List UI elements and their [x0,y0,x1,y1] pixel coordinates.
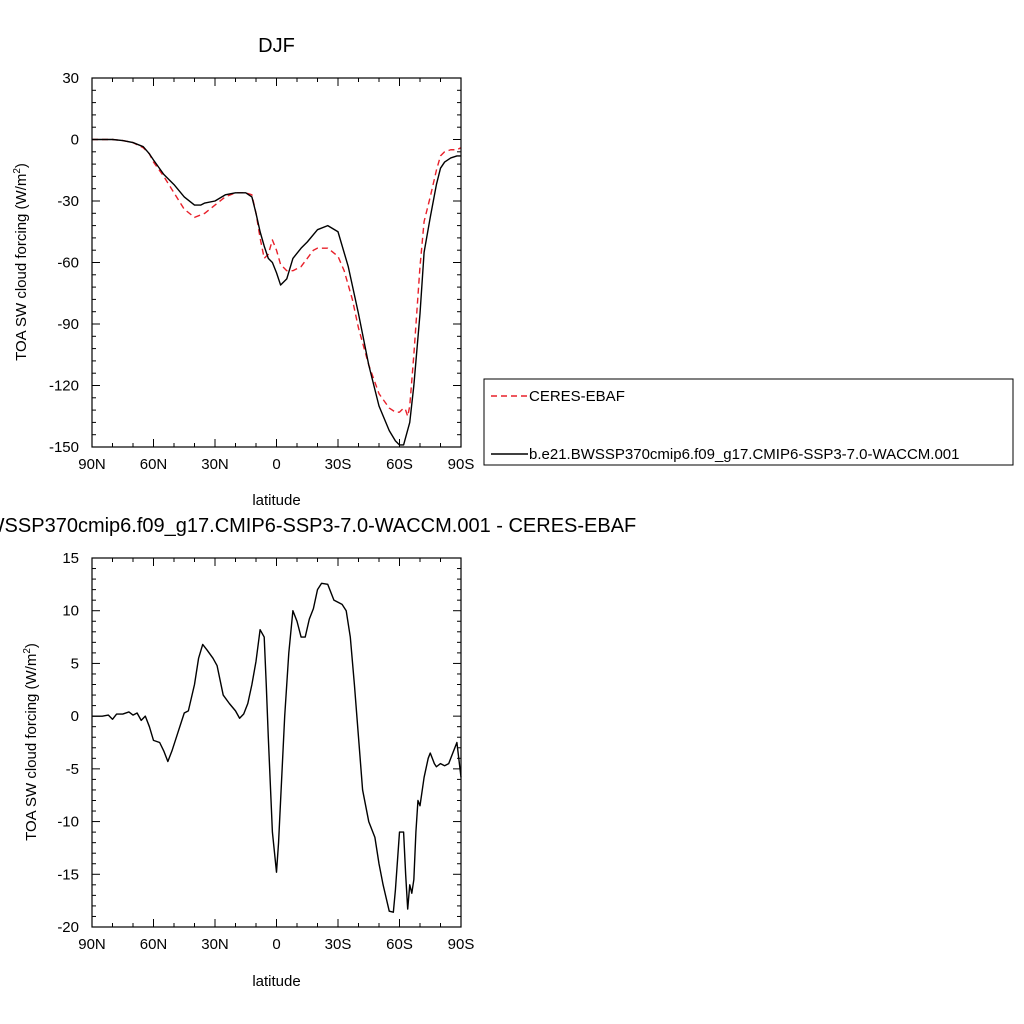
top-y-axis-label-main: TOA SW cloud forcing (W/m [13,174,30,361]
top-x-tick-label: 90S [448,456,475,473]
bottom-y-tick-label: 5 [71,655,79,672]
top-series-line-2 [92,138,461,446]
top-x-tick-label: 0 [272,456,280,473]
legend: CERES-EBAF b.e21.BWSSP370cmip6.f09_g17.C… [483,378,1014,466]
bottom-x-tick-label: 90N [78,936,106,953]
top-series-line-1 [92,138,462,417]
top-plot-area: 90N 60N 30N 0 30S 60S 90S 30 0 -30 -60 -90 -120 -150 [49,70,474,473]
top-x-tick-label: 60N [140,456,168,473]
top-y-tick-label: -30 [57,193,79,210]
top-x-tick-label: 30S [325,456,352,473]
legend-box [483,378,1014,466]
top-y-axis-label-sup: 2 [12,168,23,174]
bottom-y-tick-label: 0 [71,708,79,725]
bottom-y-tick-label: -5 [66,761,79,778]
bottom-x-tick-label: 60S [386,936,413,953]
top-y-tick-label: -120 [49,378,79,395]
legend-label-ceres: CERES-EBAF [529,388,625,405]
bottom-y-tick-label: 15 [62,550,79,567]
bottom-x-tick-label: 90S [448,936,475,953]
top-y-tick-label: 0 [71,132,79,149]
top-y-tick-label: -60 [57,255,79,272]
legend-label-model: b.e21.BWSSP370cmip6.f09_g17.CMIP6-SSP3-7… [529,446,959,463]
top-x-tick-label: 90N [78,456,106,473]
bottom-y-axis-label-sup: 2 [22,648,33,654]
top-plot-frame [91,77,462,448]
bottom-y-tick-label: 10 [62,603,79,620]
bottom-y-axis-label-main: TOA SW cloud forcing (W/m [23,654,40,841]
bottom-panel: b.e21.BWSSP370cmip6.f09_g17.CMIP6-SSP3-7… [0,515,636,990]
bottom-x-tick-label: 60N [140,936,168,953]
top-panel: DJF 90N 60N 30N 0 30S 60S 90S 30 0 -30 -60 -90 -120 -… [12,35,1014,509]
bottom-plot-area: 90N 60N 30N 0 30S 60S 90S 15 10 5 0 -5 -10 -15 -20 [57,550,474,953]
top-y-axis-label: TOA SW cloud forcing (W/m2) [12,163,30,361]
bottom-y-tick-label: -10 [57,814,79,831]
bottom-y-axis-label: TOA SW cloud forcing (W/m2) [22,643,40,841]
top-y-axis-label-close: ) [13,163,30,168]
bottom-x-tick-label: 30S [325,936,352,953]
top-y-tick-label: -150 [49,439,79,456]
top-y-tick-label: -90 [57,316,79,333]
bottom-chart-title: b.e21.BWSSP370cmip6.f09_g17.CMIP6-SSP3-7… [0,515,636,537]
bottom-x-tick-label: 0 [272,936,280,953]
top-chart-title: DJF [258,35,295,57]
bottom-y-tick-label: -20 [57,919,79,936]
bottom-series-line-1 [92,582,462,913]
top-x-axis-label: latitude [252,492,300,509]
bottom-x-axis-label: latitude [252,973,300,990]
top-y-tick-label: 30 [62,70,79,87]
bottom-plot-frame [91,557,462,928]
bottom-x-tick-label: 30N [201,936,229,953]
top-x-tick-label: 30N [201,456,229,473]
top-x-tick-label: 60S [386,456,413,473]
bottom-y-axis-label-close: ) [23,643,40,648]
bottom-y-tick-label: -15 [57,866,79,883]
